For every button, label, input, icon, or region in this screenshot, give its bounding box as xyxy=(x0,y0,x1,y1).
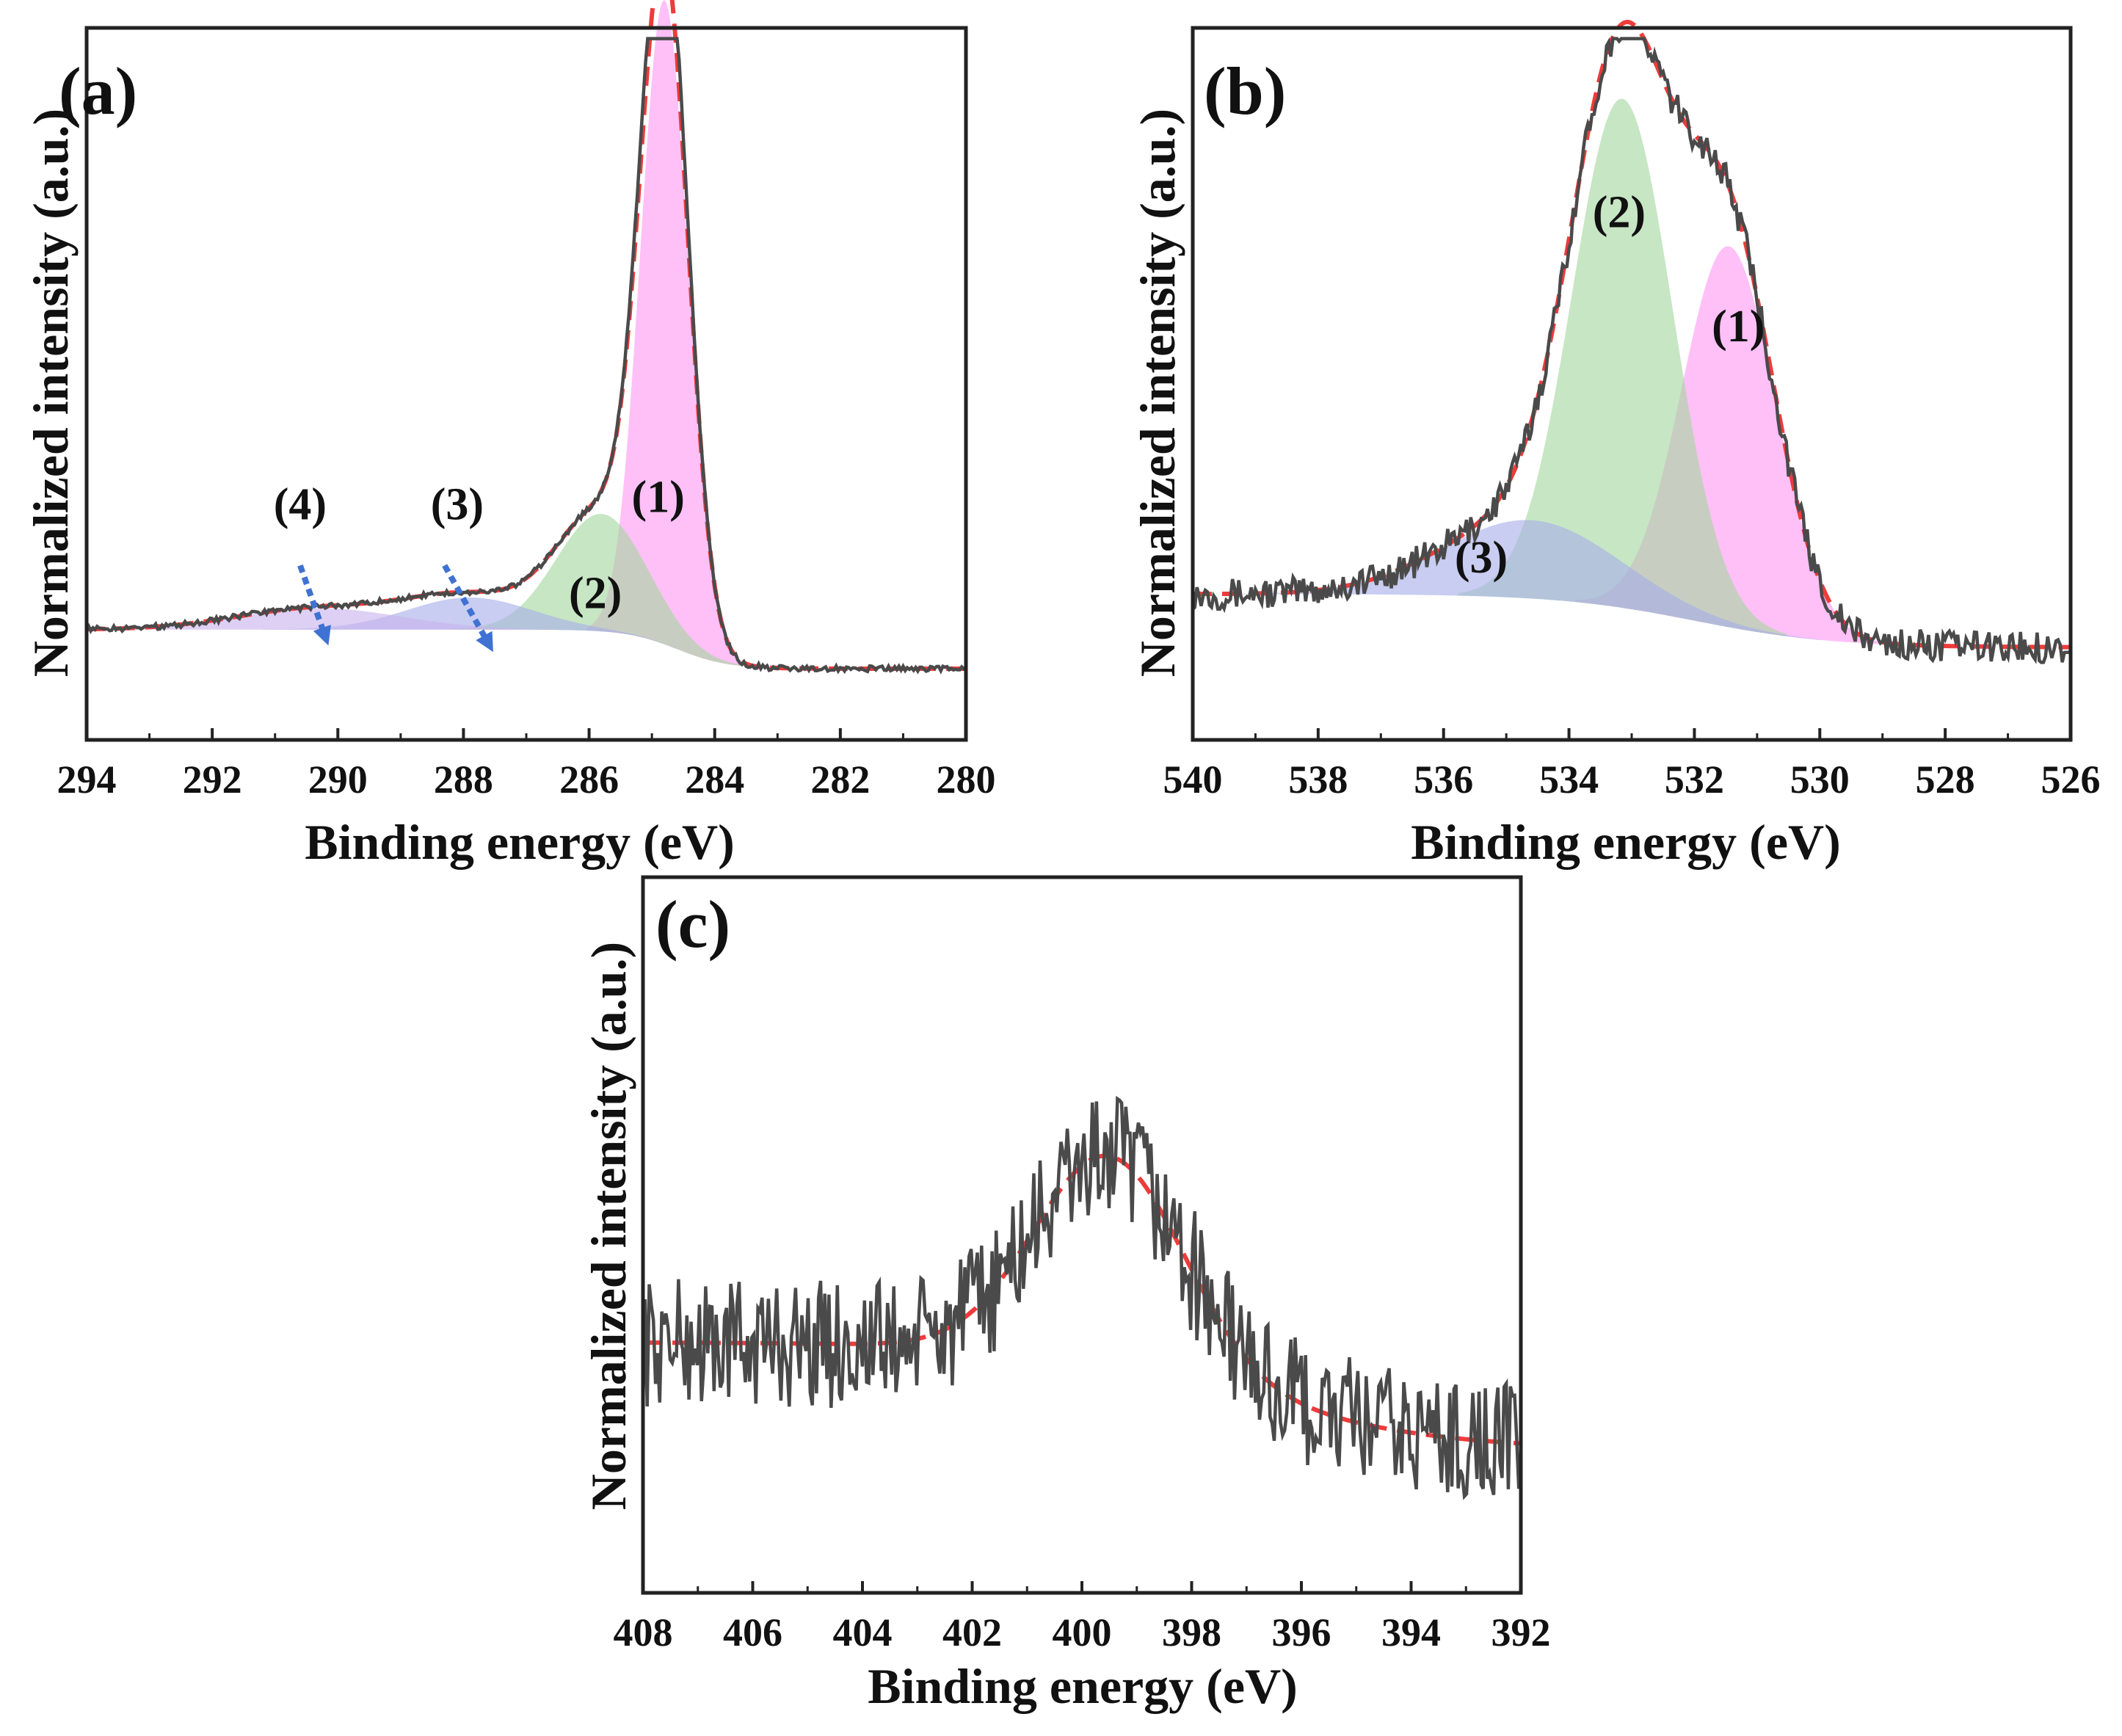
panel-c-spectrum xyxy=(641,1095,1523,1500)
panel-c-xtick-label: 402 xyxy=(942,1610,1002,1655)
panel-b-spectrum xyxy=(1191,37,2071,664)
panel-c-xtick-label: 394 xyxy=(1381,1610,1441,1655)
panel-b-xlabel: Binding energy (eV) xyxy=(1411,814,1841,870)
panel-b-peak-fill-3 xyxy=(1243,520,1820,640)
panel-a-peak-label: (2) xyxy=(569,569,622,619)
panel-b-peak-label: (2) xyxy=(1593,188,1646,238)
panel-a-xtick-label: 290 xyxy=(308,758,368,802)
panel-b-xtick-label: 526 xyxy=(2041,758,2101,802)
panel-a-xtick-label: 288 xyxy=(434,758,493,802)
panel-a-xtick-label: 284 xyxy=(685,758,744,802)
panel-c-xtick-label: 400 xyxy=(1053,1610,1112,1655)
panel-b-peak-label: (3) xyxy=(1455,533,1508,583)
panel-b-label: (b) xyxy=(1204,54,1286,128)
panel-a-peak-fill-4 xyxy=(87,608,587,631)
panel-b-xtick-label: 540 xyxy=(1163,758,1223,802)
panel-a-xtick-label: 292 xyxy=(183,758,242,802)
panel-c-xtick-label: 408 xyxy=(614,1610,673,1655)
panel-c-label: (c) xyxy=(655,887,730,962)
panel-a-peak-fills xyxy=(87,0,751,667)
panel-b-xtick-label: 528 xyxy=(1916,758,1975,802)
panel-a-ticks: 294 292 290 288 286 284 282 280 xyxy=(57,728,996,802)
panel-a-peak-label: (3) xyxy=(431,479,484,529)
panel-b-xtick-label: 538 xyxy=(1288,758,1348,802)
panel-c-xtick-label: 398 xyxy=(1162,1610,1221,1655)
panel-a-xlabel: Binding energy (eV) xyxy=(305,814,735,870)
panel-a-arrows xyxy=(297,564,493,653)
panel-a-xtick-label: 286 xyxy=(559,758,619,802)
panel-c-xlabel: Binding energy (eV) xyxy=(868,1658,1298,1714)
panel-c-ylabel: Normalized intensity (a.u.) xyxy=(581,942,636,1510)
panel-b-ylabel: Normalized intensity (a.u.) xyxy=(1130,109,1185,677)
panel-c-n1s: 408 406 404 402 400 398 396 394 392 (c) Binding … xyxy=(581,875,1551,1714)
panel-b-annotations: (2) (1) (3) xyxy=(1455,188,1765,583)
panel-a-fit-curve xyxy=(87,0,966,671)
panel-a-xtick-label: 282 xyxy=(810,758,870,802)
panel-a-peak-label: (4) xyxy=(274,479,327,529)
panel-a-label: (a) xyxy=(59,54,137,128)
panel-b-xtick-label: 536 xyxy=(1414,758,1473,802)
panel-c-xtick-label: 406 xyxy=(723,1610,782,1655)
panel-a-arrow xyxy=(442,564,493,653)
panel-a-c1s: 294 292 290 288 286 284 282 280 (a) Binding ene… xyxy=(23,0,996,870)
panel-a-peak-fill-3 xyxy=(262,598,677,650)
panel-b-o1s: 540 538 536 534 532 530 528 526 (b) Binding ene… xyxy=(1130,19,2101,870)
panel-a-xtick-label: 280 xyxy=(937,758,996,802)
panel-a-annotations: (4) (3) (1)(2) xyxy=(274,473,685,619)
panel-a-peak-label: (1) xyxy=(632,473,685,523)
panel-b-xtick-label: 530 xyxy=(1790,758,1850,802)
panel-a-xtick-label: 294 xyxy=(57,758,117,802)
panel-b-xtick-label: 534 xyxy=(1539,758,1599,802)
panel-c-xtick-label: 396 xyxy=(1272,1610,1331,1655)
panel-a-frame xyxy=(84,26,968,742)
panel-b-ticks: 540 538 536 534 532 530 528 526 xyxy=(1163,728,2101,802)
panel-b-xtick-label: 532 xyxy=(1665,758,1724,802)
panel-b-peak-fills xyxy=(1243,98,1883,644)
panel-a-arrow xyxy=(297,564,331,646)
panel-b-peak-fill-2 xyxy=(1458,98,1787,636)
panel-b-peak-label: (1) xyxy=(1712,302,1765,352)
panel-a-spectrum xyxy=(85,37,967,675)
panel-c-frame xyxy=(641,875,1523,1595)
panel-c-xtick-label: 392 xyxy=(1491,1610,1551,1655)
panel-c-xtick-label: 404 xyxy=(833,1610,893,1655)
panel-c-ticks: 408 406 404 402 400 398 396 394 392 xyxy=(614,1581,1551,1655)
panel-a-ylabel: Normalized intensity (a.u.) xyxy=(23,109,79,677)
